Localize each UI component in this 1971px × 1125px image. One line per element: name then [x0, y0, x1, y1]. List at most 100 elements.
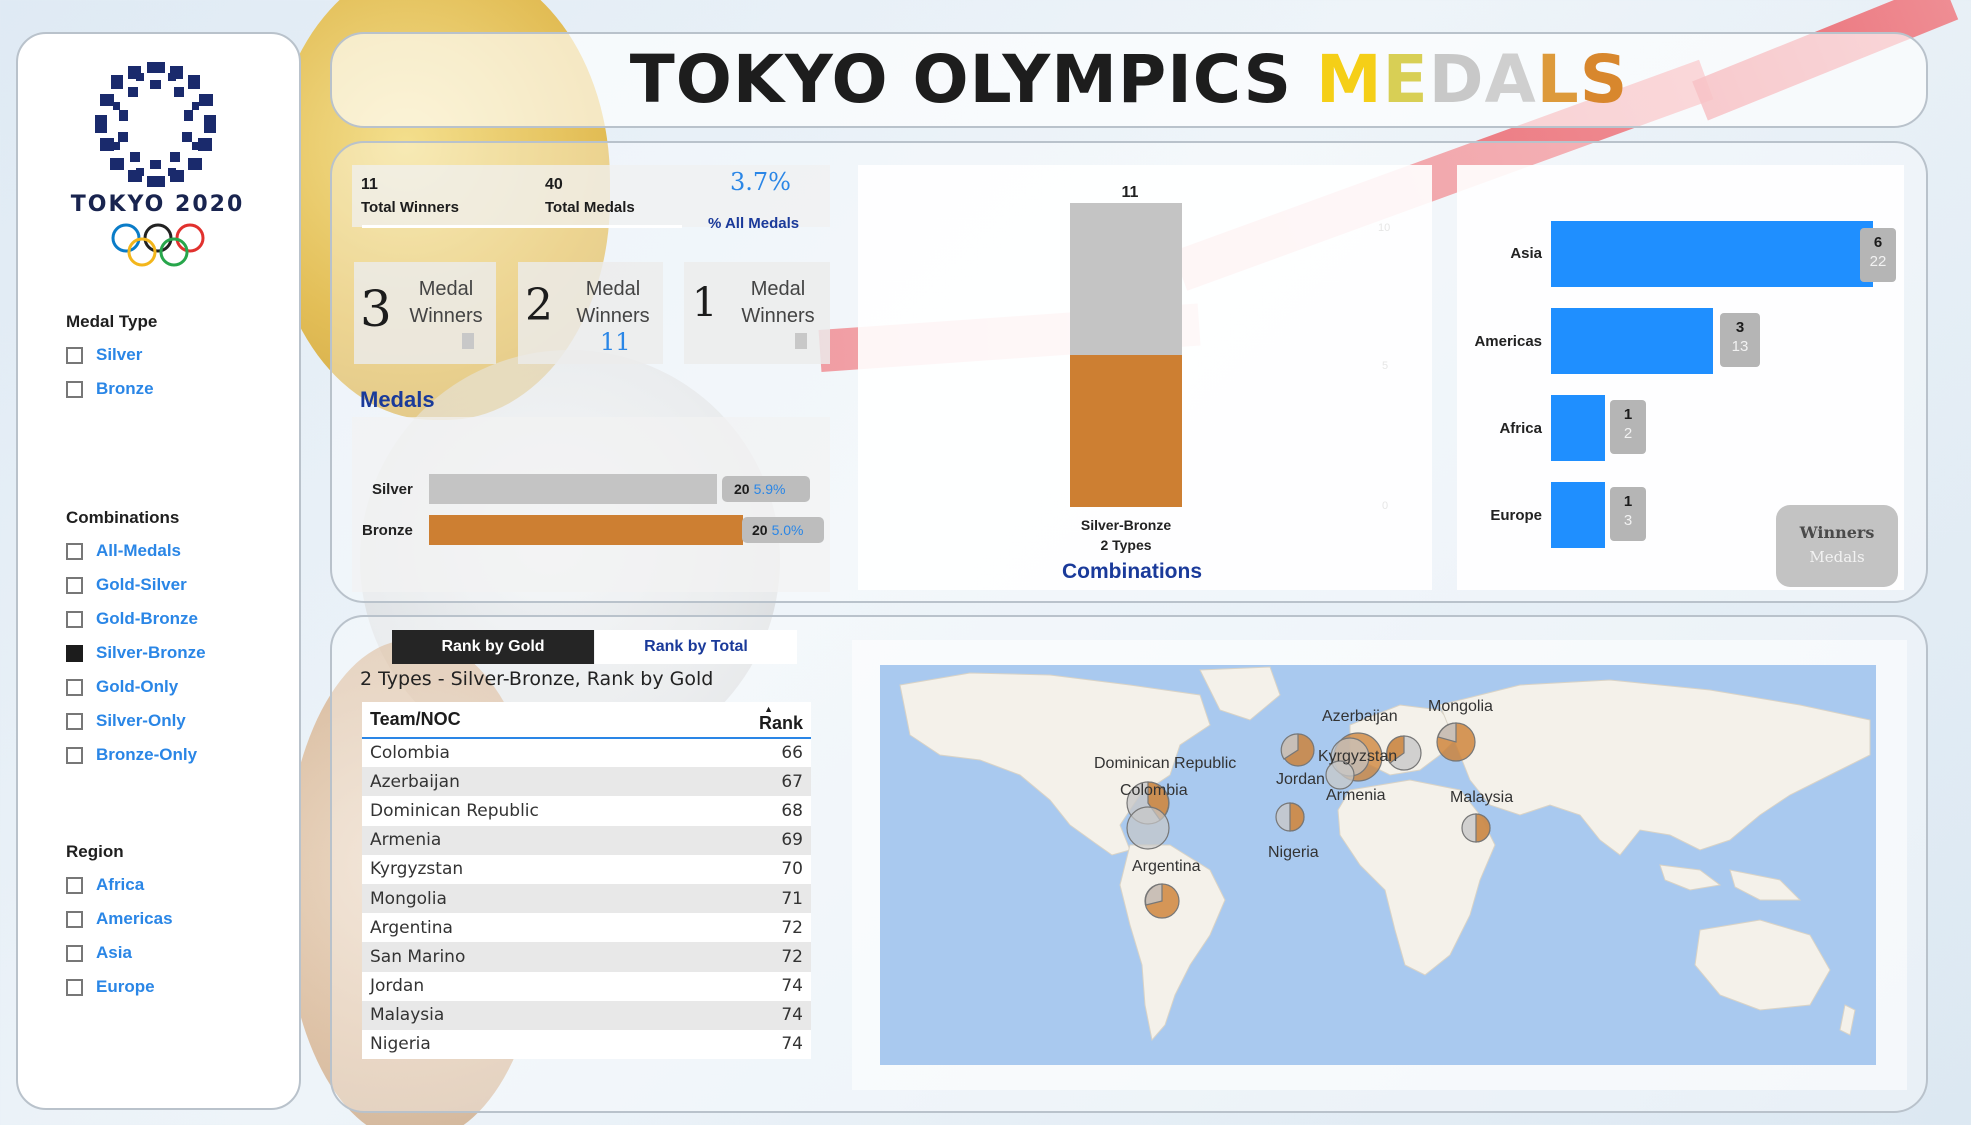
- map-label-armenia: Armenia: [1326, 787, 1386, 804]
- map-label-colombia: Colombia: [1120, 782, 1188, 799]
- checkbox[interactable]: [66, 380, 83, 398]
- checkbox[interactable]: [66, 678, 83, 696]
- checkbox[interactable]: [66, 542, 83, 560]
- slicer-option-americas[interactable]: Americas: [66, 902, 173, 936]
- combo-category-sub: 2 Types: [1100, 537, 1152, 553]
- total-winners-label: Total Winners: [361, 199, 459, 216]
- table-row[interactable]: Azerbaijan 67: [362, 767, 811, 797]
- table-row[interactable]: Kyrgyzstan 70: [362, 854, 811, 884]
- medal-type-title: Medal Type: [66, 312, 158, 331]
- region-bar-europe[interactable]: [1551, 482, 1605, 548]
- checkbox[interactable]: [66, 576, 83, 594]
- medal-winners-count: 3: [360, 280, 392, 338]
- medal-winners-text: Medal Winners: [409, 278, 483, 327]
- region-label-africa: Africa: [1499, 420, 1542, 437]
- table-row[interactable]: Argentina 72: [362, 913, 811, 943]
- combo-tick: 10: [1378, 222, 1391, 234]
- checkbox[interactable]: [66, 346, 83, 364]
- medals-heading: Medals: [360, 387, 435, 412]
- filter-sidebar: [16, 32, 301, 1110]
- slicer-option-europe[interactable]: Europe: [66, 970, 173, 1004]
- medal-winners-text: Medal Winners: [576, 278, 650, 327]
- medal-type-slicer: Medal Type Silver Bronze: [66, 312, 157, 406]
- map-label-nigeria: Nigeria: [1268, 844, 1319, 861]
- tab-rank-by-total[interactable]: Rank by Total: [595, 630, 797, 664]
- medals-chart-card: [352, 417, 830, 592]
- winners-medals-toggle-button[interactable]: Winners Medals: [1776, 505, 1898, 587]
- total-medals-value: 40: [545, 176, 563, 193]
- combinations-slicer: Combinations All-Medals Gold-Silver Gold…: [66, 508, 206, 772]
- medal-winners-count: 2: [525, 280, 553, 331]
- table-row[interactable]: Mongolia 71: [362, 883, 811, 914]
- medal-winners-bar: [795, 333, 807, 349]
- slicer-option-asia[interactable]: Asia: [66, 936, 173, 970]
- combo-bar-bronze[interactable]: [1070, 355, 1182, 507]
- map-label-jordan: Jordan: [1276, 771, 1325, 788]
- medal-bar-bronze: [429, 515, 743, 545]
- map-label-argentina: Argentina: [1132, 858, 1201, 875]
- checkbox[interactable]: [66, 746, 83, 764]
- map-label-kyrgyzstan: Kyrgyzstan: [1318, 748, 1398, 765]
- region-label-europe: Europe: [1490, 507, 1542, 524]
- combinations-heading: Combinations: [1062, 560, 1202, 583]
- table-header-row: Team/NOC ▲ Rank: [362, 702, 811, 739]
- checkbox[interactable]: [66, 876, 83, 894]
- slicer-option-bronze-only[interactable]: Bronze-Only: [66, 738, 206, 772]
- checkbox[interactable]: [66, 944, 83, 962]
- slicer-option-silver-only[interactable]: Silver-Only: [66, 704, 206, 738]
- checkbox-checked[interactable]: [66, 644, 83, 662]
- region-bar-asia[interactable]: [1551, 221, 1873, 287]
- world-map[interactable]: Dominican Republic Colombia Argentina Az…: [880, 665, 1876, 1065]
- medal-winners-count: 1: [692, 280, 718, 326]
- slicer-option-gold-bronze[interactable]: Gold-Bronze: [66, 602, 206, 636]
- column-header-rank[interactable]: ▲ Rank: [700, 702, 811, 739]
- combo-tick: 0: [1382, 500, 1389, 512]
- table-row[interactable]: Nigeria 74: [362, 1029, 811, 1060]
- checkbox[interactable]: [66, 610, 83, 628]
- tab-rank-by-gold[interactable]: Rank by Gold: [392, 630, 594, 664]
- column-header-team[interactable]: Team/NOC: [362, 702, 701, 739]
- table-row[interactable]: Dominican Republic 68: [362, 796, 811, 826]
- region-tag-asia: 6 22: [1860, 228, 1896, 282]
- medal-label-silver: Silver: [372, 481, 413, 498]
- table-row[interactable]: Armenia 69: [362, 825, 811, 855]
- medal-bar-silver: [429, 474, 717, 504]
- table-row[interactable]: Colombia 66: [362, 738, 811, 768]
- kpi-summary-card: [352, 165, 830, 227]
- slicer-option-bronze[interactable]: Bronze: [66, 372, 157, 406]
- table-row[interactable]: Malaysia 74: [362, 1000, 811, 1030]
- medal-winners-bar: [462, 333, 474, 349]
- combo-bar-silver[interactable]: [1070, 203, 1182, 355]
- table-row[interactable]: San Marino 72: [362, 942, 811, 972]
- checkbox[interactable]: [66, 712, 83, 730]
- tokyo-2020-wordmark: TOKYO 2020: [70, 192, 245, 217]
- slicer-option-africa[interactable]: Africa: [66, 868, 173, 902]
- region-bar-africa[interactable]: [1551, 395, 1605, 461]
- tokyo-2020-emblem: [92, 60, 222, 190]
- medal-winners-card-2: [518, 262, 663, 364]
- slicer-option-gold-only[interactable]: Gold-Only: [66, 670, 206, 704]
- region-bar-americas[interactable]: [1551, 308, 1713, 374]
- slicer-option-all-medals[interactable]: All-Medals: [66, 534, 206, 568]
- map-label-mongolia: Mongolia: [1428, 698, 1493, 715]
- pct-all-medals-label: % All Medals: [708, 215, 800, 232]
- pct-all-medals-value: 3.7%: [730, 168, 791, 196]
- region-label-asia: Asia: [1510, 245, 1542, 262]
- checkbox[interactable]: [66, 910, 83, 928]
- combo-total-label: 11: [1121, 184, 1139, 201]
- medal-tag-bronze: 20 5.0%: [742, 517, 824, 543]
- medal-label-bronze: Bronze: [362, 522, 413, 539]
- olympic-rings-icon: [108, 222, 208, 268]
- total-medals-label: Total Medals: [545, 199, 635, 216]
- slicer-option-silver[interactable]: Silver: [66, 338, 157, 372]
- table-row[interactable]: Jordan 74: [362, 971, 811, 1001]
- checkbox[interactable]: [66, 978, 83, 996]
- combinations-title: Combinations: [66, 508, 180, 527]
- medal-winners-value: 11: [600, 328, 631, 356]
- slicer-option-gold-silver[interactable]: Gold-Silver: [66, 568, 206, 602]
- region-tag-americas: 3 13: [1720, 313, 1760, 367]
- medal-winners-text: Medal Winners: [741, 278, 815, 327]
- slicer-option-silver-bronze[interactable]: Silver-Bronze: [66, 636, 206, 670]
- table-caption: 2 Types - Silver-Bronze, Rank by Gold: [360, 668, 714, 690]
